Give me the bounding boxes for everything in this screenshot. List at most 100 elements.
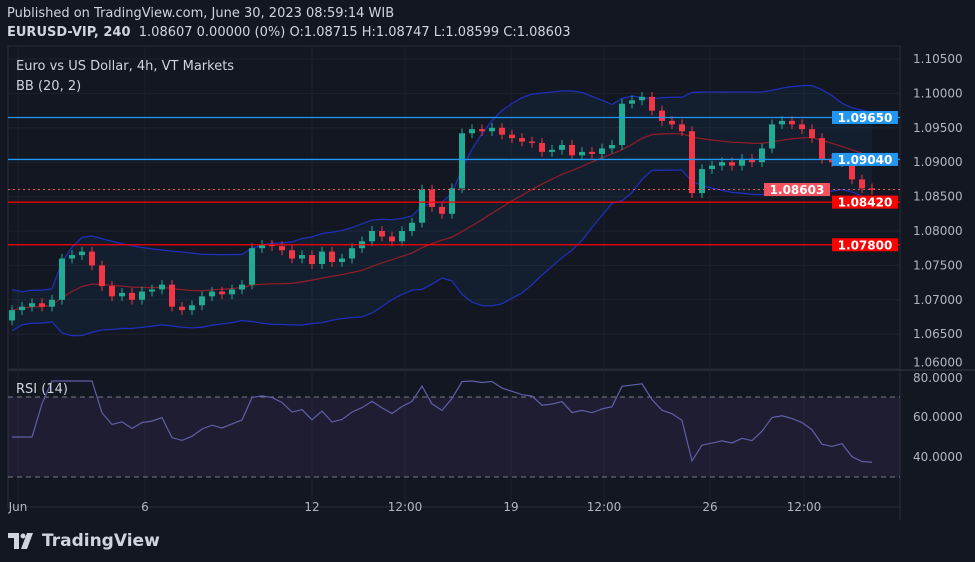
candle-body (599, 148, 605, 154)
level-badge (832, 195, 898, 209)
candle-body (319, 251, 325, 265)
candle-body (79, 251, 85, 256)
tradingview-logo-icon (8, 533, 33, 549)
candle-body (249, 248, 255, 285)
candle-body (709, 165, 715, 170)
candle-body (459, 133, 465, 189)
candle-body (629, 100, 635, 104)
candle-body (859, 179, 865, 189)
candle-body (679, 124, 685, 132)
candle-body (649, 96, 655, 111)
candle-body (389, 236, 395, 242)
price-tick-label: 1.08500 (913, 190, 963, 204)
candle-body (259, 244, 265, 249)
level-label: 1.08420 (838, 196, 893, 210)
candle-body (9, 310, 15, 321)
candle-body (799, 124, 805, 130)
candle-body (819, 138, 825, 159)
candle-body (869, 188, 875, 190)
bb-basis-line (11, 133, 873, 311)
candle-body (789, 120, 795, 125)
candle-body (349, 248, 355, 259)
candle-body (809, 129, 815, 139)
candle-body (509, 134, 515, 139)
candle-body (269, 244, 275, 247)
chart-title: Euro vs US Dollar, 4h, VT Markets (16, 59, 235, 74)
level-badge (832, 238, 898, 252)
quote-values: 1.08607 0.00000 (0%) O:1.08715 H:1.08747… (138, 25, 571, 40)
candle-body (139, 291, 145, 300)
candle-body (69, 255, 75, 259)
published-info: Published on TradingView.com, June 30, 2… (7, 6, 395, 21)
candle-body (109, 286, 115, 297)
price-tick-label: 1.08000 (913, 224, 963, 238)
price-tick-label: 1.06500 (913, 327, 963, 341)
price-tick-label: 1.07500 (913, 258, 963, 272)
candle-body (769, 124, 775, 149)
candle-body (689, 131, 695, 194)
candle-body (469, 129, 475, 134)
candle-body (239, 284, 245, 290)
candle-body (619, 103, 625, 145)
candle-body (549, 149, 555, 152)
candle-body (669, 120, 675, 125)
candle-body (159, 284, 165, 290)
candle-body (289, 250, 295, 259)
candle-body (209, 291, 215, 297)
level-badge (832, 110, 898, 124)
candle-body (129, 292, 135, 300)
candle-body (329, 251, 335, 262)
price-tick-label: 1.06000 (913, 356, 963, 370)
time-tick-label: 26 (702, 500, 717, 514)
candle-body (409, 222, 415, 231)
rsi-tick-label: 40.0000 (913, 450, 963, 464)
candle-body (39, 303, 45, 307)
rsi-band-fill (8, 397, 900, 477)
candle-body (29, 303, 35, 307)
level-label: 1.07800 (838, 238, 893, 252)
price-tick-label: 1.10500 (913, 52, 963, 66)
candle-body (339, 258, 345, 262)
rsi-tick-label: 80.0000 (913, 371, 963, 385)
candle-body (529, 141, 535, 143)
bb-legend: BB (20, 2) (16, 79, 82, 94)
candle-body (59, 258, 65, 300)
candle-body (739, 158, 745, 166)
candle-body (659, 110, 665, 121)
candle-body (279, 246, 285, 251)
price-tick-label: 1.07000 (913, 293, 963, 307)
candle-body (699, 169, 705, 194)
candle-body (749, 158, 755, 163)
time-tick-label: 12:00 (787, 500, 822, 514)
candle-body (489, 127, 495, 132)
candle-body (49, 299, 55, 307)
candle-body (589, 151, 595, 154)
candle-body (499, 127, 505, 135)
time-tick-label: 12 (304, 500, 319, 514)
level-label: 1.08603 (770, 183, 825, 197)
candle-body (759, 148, 765, 163)
logo-text: TradingView (42, 531, 160, 551)
rsi-legend: RSI (14) (16, 382, 68, 397)
candle-body (779, 120, 785, 125)
candle-body (639, 96, 645, 101)
price-tick-label: 1.09000 (913, 155, 963, 169)
time-tick-label: Jun (8, 500, 28, 514)
candle-body (369, 231, 375, 242)
candle-body (729, 162, 735, 166)
rsi-line (12, 380, 873, 463)
candle-body (419, 189, 425, 223)
bb-lower-line (11, 169, 873, 337)
time-tick-label: 12:00 (587, 500, 622, 514)
symbol-quote: EURUSD-VIP, 240 1.08607 0.00000 (0%) O:1… (7, 25, 571, 40)
candle-body (379, 231, 385, 237)
price-tick-label: 1.09500 (913, 121, 963, 135)
candle-body (439, 206, 445, 214)
candle-body (89, 251, 95, 266)
candle-body (189, 305, 195, 311)
price-tick-label: 1.10000 (913, 86, 963, 100)
candle-body (849, 158, 855, 180)
level-badge (832, 152, 898, 166)
candle-body (719, 162, 725, 166)
